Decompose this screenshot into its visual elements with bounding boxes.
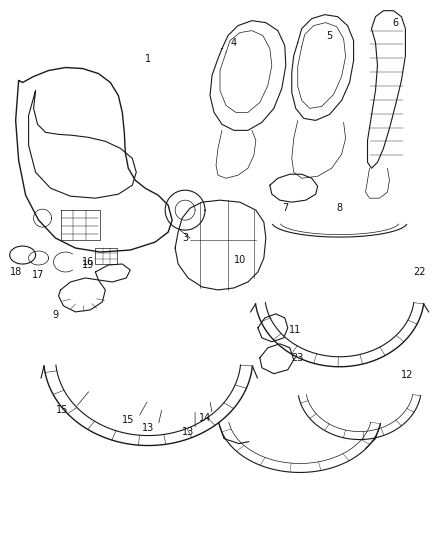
Text: 7: 7 [283,203,289,213]
Text: 9: 9 [53,310,59,320]
Text: 13: 13 [142,423,154,433]
Text: 16: 16 [82,257,95,267]
Text: 19: 19 [82,260,95,270]
Text: 12: 12 [401,370,413,379]
Text: 13: 13 [182,426,194,437]
Text: 3: 3 [182,233,188,243]
Text: 11: 11 [289,325,301,335]
Text: 18: 18 [10,267,22,277]
Text: 22: 22 [413,267,426,277]
Text: 5: 5 [326,30,333,41]
Text: 6: 6 [392,18,399,28]
Text: 4: 4 [231,38,237,47]
Text: 15: 15 [122,415,134,425]
Bar [95,248,117,264]
Text: 23: 23 [292,353,304,363]
Text: 14: 14 [199,413,211,423]
Text: 15: 15 [57,405,69,415]
Text: 8: 8 [336,203,343,213]
Text: 17: 17 [32,270,45,280]
Text: 1: 1 [145,53,151,63]
Text: 10: 10 [234,255,246,265]
